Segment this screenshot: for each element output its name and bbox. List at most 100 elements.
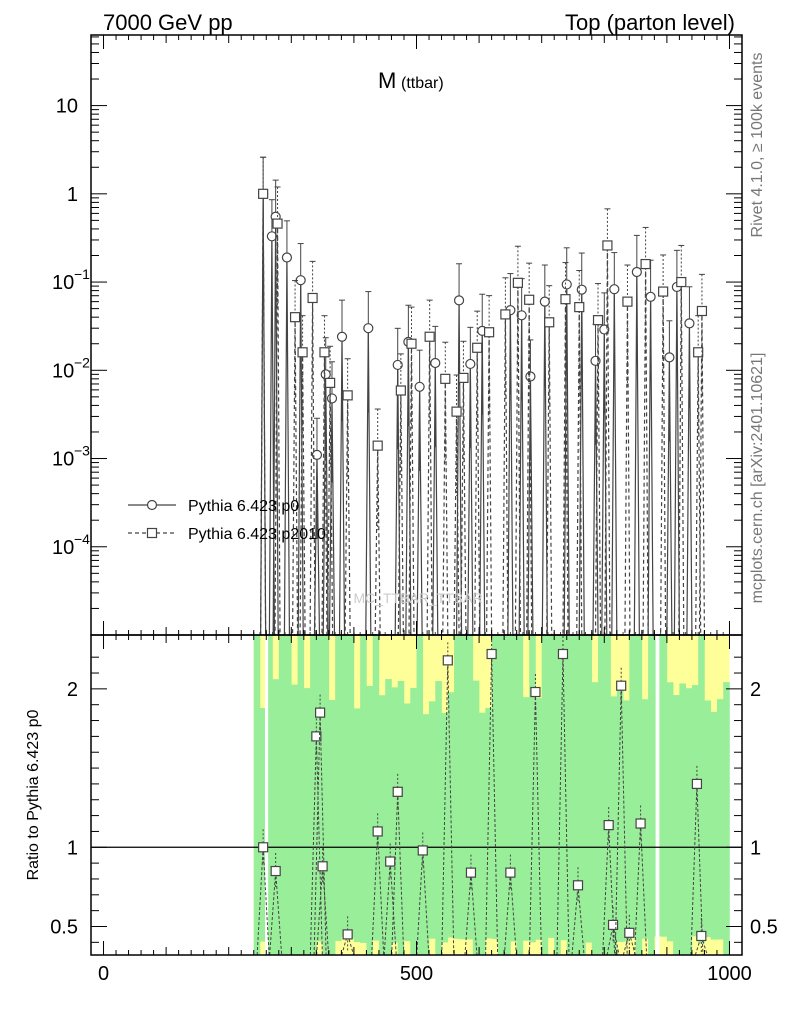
series-point-square (500, 309, 511, 320)
analysis-watermark: MC_TTBAR_TTBAR (353, 590, 482, 606)
series-point-square (372, 440, 383, 451)
ratio-band-green (547, 635, 555, 938)
y-tick-main-label: 10 (52, 537, 74, 559)
ratio-spike-line (447, 660, 455, 956)
ratio-band-green (572, 635, 580, 955)
ratio-band-green (510, 635, 517, 942)
series-point-circle (311, 449, 323, 460)
series-point-square (658, 286, 669, 297)
header-left-label: 7000 GeV pp (103, 10, 233, 35)
y-tick-ratio-label-right: 2 (750, 679, 761, 701)
series-point-circle (266, 231, 278, 242)
ratio-band-green (360, 635, 367, 943)
ratio-point (616, 680, 627, 691)
ratio-band-green (504, 635, 511, 955)
ratio-point (624, 927, 635, 938)
series-point-square (307, 292, 318, 304)
ratio-band-green (335, 635, 342, 941)
series-point-square (676, 276, 687, 288)
ratio-band-green (491, 635, 499, 939)
ratio-spike-line (269, 871, 277, 956)
ratio-band-green (466, 635, 474, 940)
ratio-band-green (691, 685, 699, 937)
ratio-point (317, 861, 328, 872)
ratio-spike-line (491, 653, 499, 956)
ratio-band-green (585, 635, 593, 943)
ratio-spike-line (602, 825, 610, 956)
series-point-circle (645, 291, 656, 302)
legend-marker-p2010 (146, 527, 158, 539)
ratio-spike-line (485, 653, 493, 956)
ratio-spike-line (383, 861, 391, 956)
ratio-band-green (328, 700, 336, 955)
ratio-band-green (416, 635, 424, 955)
series-point-square (342, 390, 353, 401)
ratio-band-green (460, 635, 467, 940)
y-tick-ratio-label-left: 1 (67, 837, 78, 859)
ratio-spike-line (397, 791, 405, 956)
ratio-spike-line (534, 692, 542, 956)
series-point-square (574, 302, 585, 313)
ratio-band-green (429, 701, 436, 939)
y-tick-main-label: 10 (52, 272, 74, 294)
series-point-square (472, 342, 483, 353)
y-tick-main-label: 1 (67, 184, 78, 206)
series-point-circle (453, 295, 465, 306)
ratio-band-green (554, 635, 561, 955)
series-point-square (512, 277, 524, 288)
ratio-spike-line (628, 932, 636, 956)
main-title-symbol: M (378, 68, 396, 93)
ratio-band-green (610, 696, 618, 955)
series-point-circle (631, 266, 642, 278)
series-point-square (560, 294, 571, 305)
ratio-spike-line (371, 831, 379, 956)
ratio-band-green (710, 711, 718, 940)
ratio-band-green (497, 635, 505, 955)
ratio-band-green (560, 635, 568, 941)
ratio-band-green (591, 682, 599, 955)
series-point-square (272, 218, 283, 229)
ratio-band-green (435, 680, 442, 955)
ratio-band-gap (265, 636, 269, 954)
series-point-square (319, 347, 330, 358)
y-tick-main-exponent: −2 (74, 354, 90, 370)
series-point-circle (414, 381, 425, 392)
y-tick-main-label: 10 (56, 96, 78, 118)
ratio-band-green (391, 687, 399, 943)
series-point-square (395, 385, 406, 396)
ratio-spike-line (690, 783, 698, 956)
y-tick-main-label: 10 (52, 360, 74, 382)
series-point-circle (336, 331, 348, 342)
ratio-spike-line (422, 850, 430, 956)
ratio-point (392, 786, 403, 797)
ratio-band-green (472, 680, 480, 955)
ratio-band-gap (655, 636, 660, 954)
ratio-band-green (698, 635, 705, 944)
ratio-band-green (522, 697, 530, 941)
ratio-point (557, 648, 569, 660)
series-point-circle (392, 359, 403, 371)
ratio-spike-line (313, 712, 321, 956)
ratio-spike-line (470, 872, 478, 956)
y-tick-main-label: 10 (52, 449, 74, 471)
ratio-band-green (660, 635, 668, 937)
y-tick-ratio-label-right: 0.5 (750, 916, 778, 938)
ratio-y-axis-label: Ratio to Pythia 6.423 p0 (25, 710, 42, 881)
series-point-square (592, 315, 604, 326)
ratio-band-green (403, 703, 411, 942)
ratio-spike-line (319, 712, 327, 956)
header-right-label: Top (parton level) (565, 10, 735, 35)
ratio-spike-line (256, 847, 264, 956)
ratio-band-green (579, 635, 586, 955)
ratio-band-green (704, 700, 712, 938)
series-point-circle (664, 352, 675, 363)
ratio-spike-line (556, 653, 564, 956)
series-point-square (524, 294, 535, 305)
ratio-band-green (479, 712, 486, 955)
ratio-spike-line (528, 692, 536, 956)
ratio-spike-line (509, 872, 517, 956)
ratio-band-green (604, 635, 611, 955)
ratio-band-green (322, 635, 330, 955)
ratio-band-green (285, 635, 292, 955)
